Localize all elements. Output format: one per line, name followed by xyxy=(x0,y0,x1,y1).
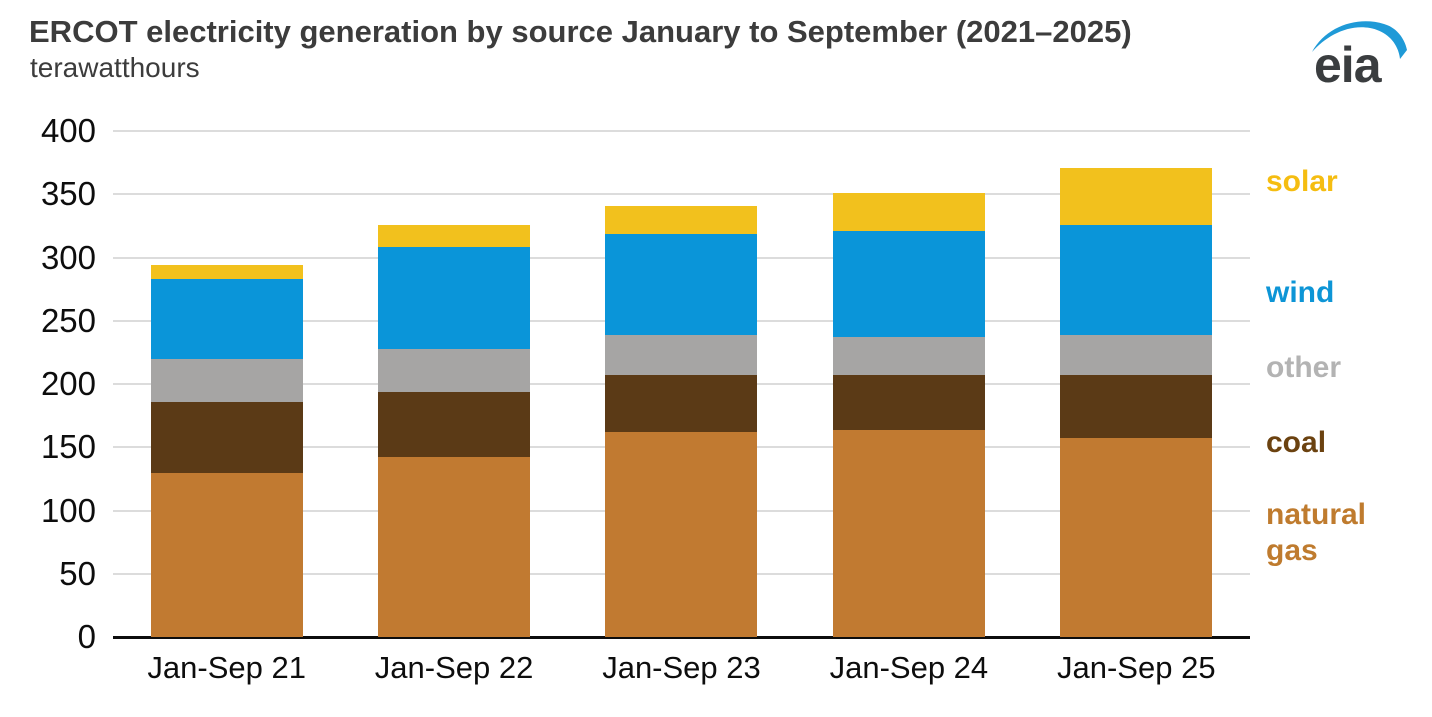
y-tick-label-150: 150 xyxy=(40,428,96,466)
y-tick-label-300: 300 xyxy=(40,238,96,276)
eia-logo: eia xyxy=(1308,14,1412,93)
bar-segment-other xyxy=(1060,334,1213,376)
bar-segment-other xyxy=(378,348,531,392)
bar-segment-coal xyxy=(605,375,758,433)
bar-segment-coal xyxy=(378,391,531,458)
gridline-350 xyxy=(113,193,1250,196)
stacked-bar-jan-sep-23 xyxy=(605,205,758,637)
bar-segment-other xyxy=(605,334,758,376)
eia-swoosh-icon xyxy=(1312,21,1407,60)
y-tick-label-350: 350 xyxy=(40,175,96,213)
bar-segment-wind xyxy=(832,230,985,338)
bar-column-jan-sep-23 xyxy=(568,131,795,637)
legend-label-coal: coal xyxy=(1266,426,1327,459)
x-tick-label-jan-sep-24: Jan-Sep 24 xyxy=(829,650,989,685)
stacked-bar-jan-sep-22 xyxy=(378,224,531,637)
bar-segment-coal xyxy=(150,401,303,473)
bar-segment-natural-gas xyxy=(378,457,531,637)
eia-logo-text: eia xyxy=(1314,37,1382,93)
legend-label-wind: wind xyxy=(1266,276,1335,309)
bar-column-jan-sep-22 xyxy=(340,131,567,637)
page-title: ERCOT electricity generation by source J… xyxy=(29,14,1132,49)
bar-segment-wind xyxy=(605,233,758,335)
bar-column-jan-sep-24 xyxy=(795,131,1022,637)
bar-segment-wind xyxy=(378,247,531,349)
legend-label-natural-gas: natural gas xyxy=(1266,498,1367,567)
y-tick-label-250: 250 xyxy=(40,301,96,339)
bar-segment-natural-gas xyxy=(832,429,985,637)
bar-segment-natural-gas xyxy=(150,472,303,637)
x-tick-label-jan-sep-23: Jan-Sep 23 xyxy=(602,650,761,685)
bar-segment-coal xyxy=(832,375,985,430)
gridline-400 xyxy=(113,130,1250,132)
stacked-bar-jan-sep-25 xyxy=(1060,167,1213,637)
bar-segment-natural-gas xyxy=(1060,438,1213,637)
bar-segment-solar xyxy=(1060,167,1213,225)
y-tick-label-50: 50 xyxy=(59,554,96,592)
bar-column-jan-sep-21 xyxy=(113,131,340,637)
legend-label-solar: solar xyxy=(1266,165,1338,198)
y-tick-label-200: 200 xyxy=(40,365,96,402)
bar-segment-wind xyxy=(1060,224,1213,335)
bar-column-jan-sep-25 xyxy=(1023,131,1250,637)
legend-label-other: other xyxy=(1266,351,1341,384)
y-tick-label-100: 100 xyxy=(40,491,96,529)
bar-segment-other xyxy=(832,337,985,376)
y-tick-label-400: 400 xyxy=(40,112,96,149)
stacked-bar-jan-sep-21 xyxy=(150,265,303,637)
bar-segment-solar xyxy=(605,205,758,234)
y-tick-label-0: 0 xyxy=(77,618,96,655)
bar-segment-wind xyxy=(150,279,303,359)
x-axis-line xyxy=(113,636,1250,639)
page-subtitle: terawatthours xyxy=(30,52,200,83)
bar-segment-solar xyxy=(150,265,303,280)
bar-segment-solar xyxy=(832,193,985,231)
x-tick-label-jan-sep-21: Jan-Sep 21 xyxy=(147,650,306,685)
x-tick-label-jan-sep-22: Jan-Sep 22 xyxy=(374,650,534,685)
bar-segment-natural-gas xyxy=(605,432,758,637)
stacked-bar-jan-sep-24 xyxy=(832,193,985,637)
x-tick-label-jan-sep-25: Jan-Sep 25 xyxy=(1057,650,1216,685)
bar-segment-solar xyxy=(378,224,531,248)
bar-segment-other xyxy=(150,358,303,402)
bar-segment-coal xyxy=(1060,375,1213,439)
